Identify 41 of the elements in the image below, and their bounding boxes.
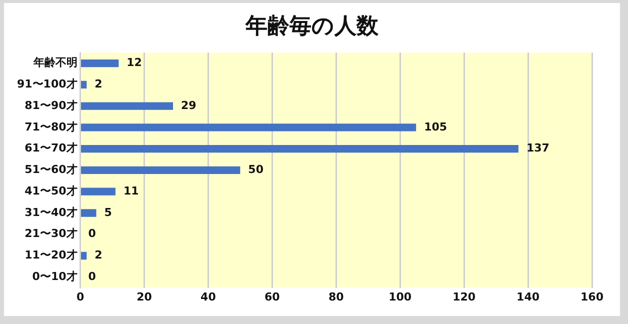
data-label: 0 [88,270,96,283]
y-tick-label: 21〜30才 [24,227,78,240]
bar [81,80,87,89]
y-tick-label: 11〜20才 [24,248,78,262]
bar [81,124,416,132]
x-tick-label: 60 [264,290,280,304]
bar [81,252,87,260]
x-tick-label: 140 [516,290,540,304]
data-label: 5 [104,206,112,219]
x-tick-label: 80 [328,290,344,304]
x-tick-label: 160 [580,290,604,304]
bar [81,102,174,110]
x-tick-label: 100 [388,290,412,304]
data-label: 29 [181,98,196,112]
x-tick-label: 20 [136,290,152,304]
bar [81,144,518,153]
y-tick-label: 81〜90才 [24,98,78,112]
y-tick-label: 71〜80才 [24,120,78,134]
data-label: 137 [526,142,550,155]
bar [81,188,116,196]
bar [81,209,96,217]
y-tick-label: 年齢不明 [32,56,78,70]
y-tick-label: 61〜70才 [24,142,78,155]
data-label: 0 [88,227,96,240]
y-tick-label: 41〜50才 [24,184,78,198]
x-tick-label: 0 [76,290,84,304]
data-label: 2 [94,78,102,91]
data-label: 12 [126,56,142,70]
x-tick-label: 120 [452,290,476,304]
chart-title: 年齢毎の人数 [244,13,380,41]
bar [81,166,240,174]
y-tick-label: 91〜100才 [16,78,78,91]
y-tick-label: 0〜10才 [32,270,78,283]
data-label: 50 [248,163,264,176]
bar [81,59,119,68]
y-tick-label: 51〜60才 [24,163,78,176]
x-tick-label: 40 [200,290,216,304]
data-label: 2 [94,248,102,262]
data-label: 105 [424,120,448,134]
y-tick-label: 31〜40才 [24,206,78,219]
data-label: 11 [123,184,139,198]
